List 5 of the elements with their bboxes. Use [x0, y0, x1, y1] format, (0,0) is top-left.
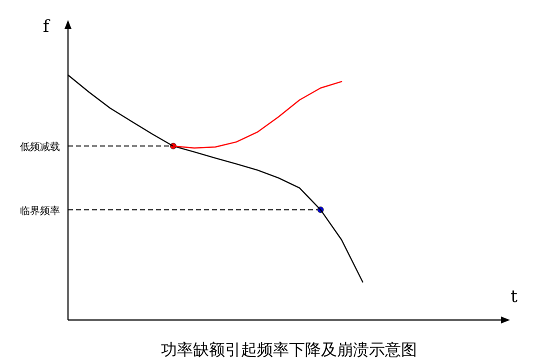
y-axis-title: f [42, 17, 51, 37]
text: 功率缺额引起频率下降及崩溃示意图 [161, 340, 417, 359]
x-axis-title: t [510, 287, 518, 307]
ref-line-label: 临界频率 [20, 204, 60, 217]
ref-line-label: 低频减载 [20, 141, 60, 154]
